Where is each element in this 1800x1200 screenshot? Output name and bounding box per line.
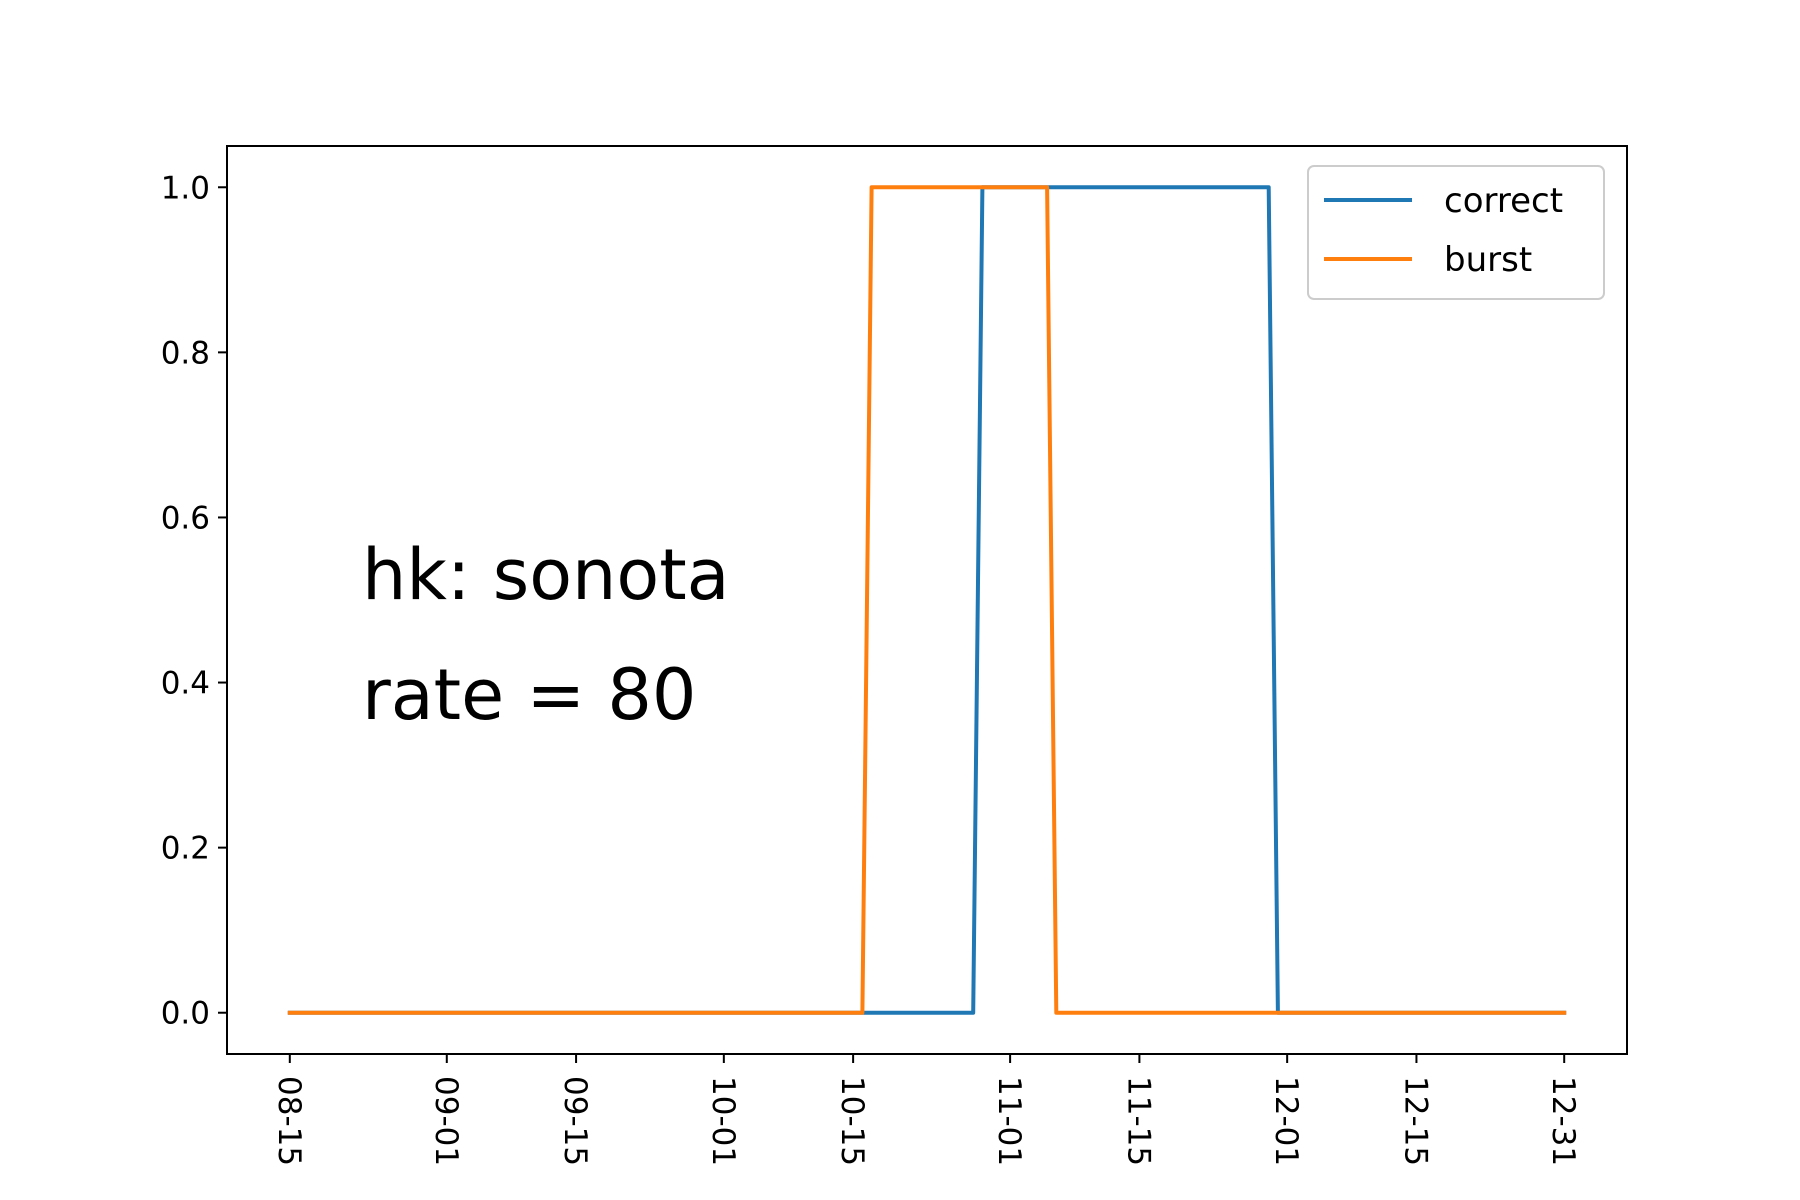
x-tick-label: 10-15: [834, 1076, 870, 1166]
x-tick-label: 09-01: [428, 1076, 464, 1166]
x-tick-label: 10-01: [705, 1076, 741, 1166]
series-layer: [287, 185, 1567, 1015]
x-tick-label: 12-31: [1545, 1076, 1581, 1166]
y-tick-label: 1.0: [161, 170, 210, 206]
legend-label-correct: correct: [1444, 181, 1563, 221]
plot-frame: [226, 145, 1628, 1055]
annotation-line-2: rate = 80: [362, 654, 696, 736]
annotation-line-1: hk: sonota: [362, 534, 730, 616]
x-tick-label: 11-15: [1120, 1076, 1156, 1166]
y-tick-label: 0.8: [161, 335, 210, 371]
y-tick-label: 0.6: [161, 500, 210, 536]
series-line-burst: [287, 185, 1567, 1015]
y-tick-label: 0.2: [161, 831, 210, 867]
x-tick-label: 12-15: [1397, 1076, 1433, 1166]
x-tick-label: 11-01: [991, 1076, 1027, 1166]
x-tick-label: 08-15: [271, 1076, 307, 1166]
x-tick-label: 12-01: [1268, 1076, 1304, 1166]
legend-label-burst: burst: [1444, 240, 1532, 280]
y-tick-label: 0.4: [161, 666, 210, 702]
annotation-text: hk: sonota rate = 80: [362, 534, 730, 736]
legend: correct burst: [1307, 165, 1605, 300]
x-tick-label: 09-15: [557, 1076, 593, 1166]
x-axis: 08-15 09-01 09-15 10-01 10-15 11-01 11-15 12-01…: [271, 1054, 1581, 1166]
y-tick-label: 0.0: [161, 996, 210, 1032]
y-axis: 0.0 0.2 0.4 0.6 0.8 1.0: [161, 170, 227, 1032]
